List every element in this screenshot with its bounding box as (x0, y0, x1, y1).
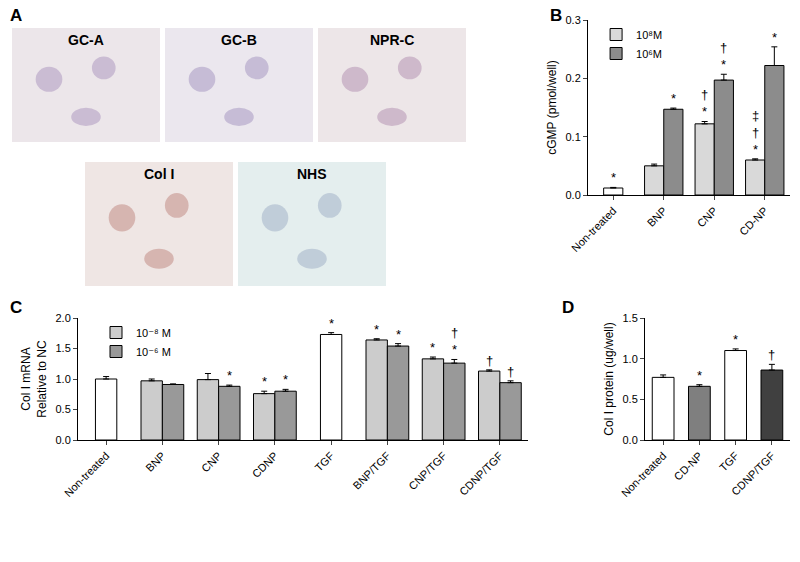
svg-text:0.0: 0.0 (56, 434, 71, 446)
svg-text:BNP: BNP (645, 205, 669, 229)
svg-text:10⁸M: 10⁸M (636, 29, 662, 41)
svg-text:C: C (10, 298, 22, 317)
svg-text:Col I protein (ug/well): Col I protein (ug/well) (602, 322, 616, 435)
svg-text:CNP/TGF: CNP/TGF (406, 449, 449, 492)
svg-text:0.0: 0.0 (623, 434, 638, 446)
svg-text:CDNP: CDNP (250, 450, 281, 481)
svg-text:CDNP/TGF: CDNP/TGF (457, 449, 505, 497)
svg-text:B: B (550, 6, 562, 25)
svg-text:GC-B: GC-B (221, 32, 257, 48)
svg-text:*: * (671, 91, 676, 106)
svg-text:NHS: NHS (297, 166, 327, 182)
svg-text:1.0: 1.0 (623, 353, 638, 365)
svg-text:CNP: CNP (695, 205, 720, 230)
svg-text:CD-NP: CD-NP (672, 450, 705, 483)
svg-text:*: * (227, 368, 232, 383)
svg-text:*: * (329, 316, 334, 331)
svg-text:GC-A: GC-A (68, 32, 104, 48)
svg-text:10⁻⁸ M: 10⁻⁸ M (136, 327, 171, 339)
svg-text:Non-treated: Non-treated (62, 450, 112, 500)
svg-text:*: * (772, 30, 777, 45)
svg-text:0.5: 0.5 (623, 393, 638, 405)
svg-text:†: † (507, 364, 514, 379)
svg-text:0.1: 0.1 (566, 131, 581, 143)
svg-text:‡†*: ‡†* (752, 108, 759, 157)
svg-text:10⁻⁶ M: 10⁻⁶ M (136, 346, 171, 358)
svg-text:†: † (768, 347, 775, 362)
svg-text:*: * (733, 332, 738, 347)
svg-text:*: * (374, 322, 379, 337)
svg-text:BNP/TGF: BNP/TGF (350, 449, 392, 491)
svg-text:*: * (697, 368, 702, 383)
svg-text:Non-treated: Non-treated (619, 450, 669, 500)
svg-text:*: * (430, 340, 435, 355)
svg-text:CDNP/TGF: CDNP/TGF (729, 449, 777, 497)
svg-text:Col I: Col I (144, 166, 174, 182)
svg-text:*: * (262, 374, 267, 389)
svg-text:*: * (396, 327, 401, 342)
svg-text:cGMP (pmol/well): cGMP (pmol/well) (545, 60, 559, 154)
svg-text:1.0: 1.0 (56, 373, 71, 385)
svg-text:0.2: 0.2 (566, 72, 581, 84)
svg-text:0.5: 0.5 (56, 403, 71, 415)
svg-text:†: † (486, 353, 493, 368)
svg-text:NPR-C: NPR-C (370, 32, 414, 48)
svg-text:A: A (10, 6, 22, 25)
svg-text:TGF: TGF (312, 449, 336, 473)
svg-text:1.5: 1.5 (623, 312, 638, 324)
svg-text:TGF: TGF (717, 449, 741, 473)
svg-text:D: D (562, 298, 574, 317)
svg-text:0.0: 0.0 (566, 189, 581, 201)
svg-text:†*: †* (451, 325, 458, 357)
svg-text:*: * (611, 170, 616, 185)
svg-text:Col I mRNARelative to NC: Col I mRNARelative to NC (19, 340, 49, 418)
svg-text:†*: †* (720, 40, 727, 72)
svg-text:2.0: 2.0 (56, 312, 71, 324)
svg-text:10⁶M: 10⁶M (636, 48, 662, 60)
svg-text:CNP: CNP (199, 450, 224, 475)
svg-text:†*: †* (701, 87, 708, 119)
svg-text:BNP: BNP (143, 450, 167, 474)
svg-text:0.3: 0.3 (566, 14, 581, 26)
svg-text:CD-NP: CD-NP (737, 205, 770, 238)
svg-text:*: * (283, 372, 288, 387)
svg-text:1.5: 1.5 (56, 342, 71, 354)
svg-text:Non-treated: Non-treated (569, 205, 619, 255)
